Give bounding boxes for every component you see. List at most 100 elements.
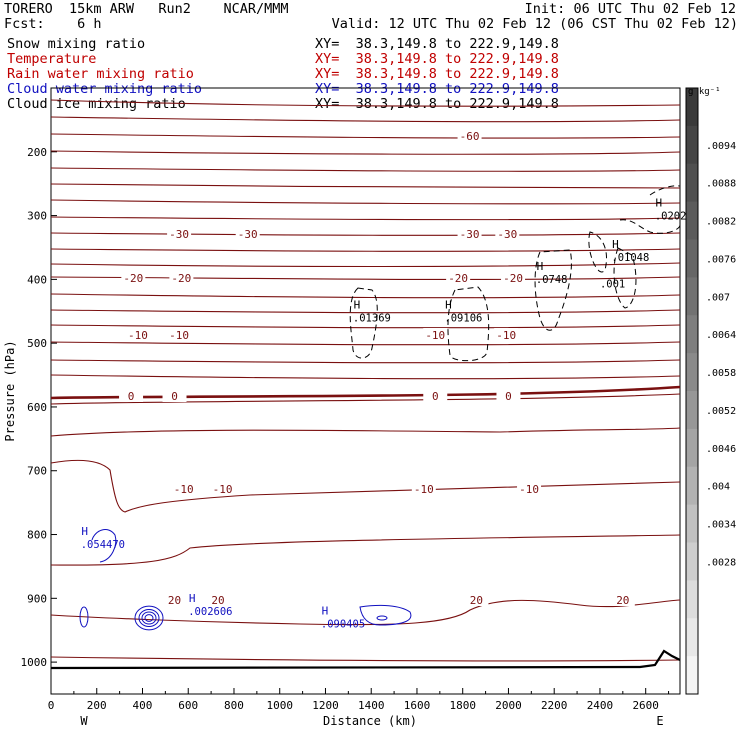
cloud-water-contour [141,611,157,625]
snow-minor-label: .001 [600,279,625,291]
contour-label: 20 [616,594,629,607]
contour-label-bg [162,593,187,606]
temperature-isotherm [50,374,681,380]
cloud-water-contour [376,615,388,621]
field-name-temperature: Temperature [7,51,97,67]
contour-label-bg [171,482,196,495]
colorbar-label: .0028 [706,557,736,568]
contour-label: -10 [128,329,148,342]
colorbar-segment [686,277,698,316]
y-tick-label: 200 [27,146,47,159]
temperature-isotherm [50,324,681,329]
snow-contour [447,286,490,362]
cloud-water-contour [359,604,412,626]
x-tick-label: 200 [87,699,107,712]
extremum-value: .090405 [321,619,365,631]
field-name-cloud-water: Cloud water mixing ratio [7,81,203,97]
field-xy-cloud-ice: XY= 38.3,149.8 to 222.9,149.8 [315,96,559,112]
colorbar-label: .0034 [706,520,736,531]
extremum-value: .01369 [353,312,391,324]
contour-label-bg [119,389,144,402]
y-axis-label: Pressure (hPa) [3,340,17,441]
temperature-isotherm [50,248,681,252]
x-tick-label: 1600 [404,699,431,712]
y-tick-label: 600 [27,401,47,414]
snow-contour [619,219,681,234]
field-xy-snow: XY= 38.3,149.8 to 222.9,149.8 [315,36,559,52]
x-tick-label: 400 [133,699,153,712]
extremum-marker: H [537,260,544,273]
colorbar-segment [686,580,698,619]
contour-label: -60 [460,130,480,143]
contour-label: -10 [414,483,434,496]
x-tick-label: 2200 [541,699,568,712]
cloud-water-contour [138,609,160,627]
y-tick-label: 700 [27,465,47,478]
contour-label: -30 [169,228,189,241]
contour-label-bg [457,129,482,142]
temperature-isotherm [50,341,681,346]
temperature-isotherm [50,459,681,513]
colorbar-segment [686,428,698,468]
colorbar-label: .0076 [706,254,736,265]
contour-label-bg [423,328,448,341]
colorbar-label: .0052 [706,406,736,417]
contour-label: 0 [505,390,512,403]
extremum-marker: H [81,525,88,538]
temperature-isotherm [50,393,681,405]
field-xy-cloud-water: XY= 38.3,149.8 to 222.9,149.8 [315,81,559,97]
contour-labels: -60 -30 -30 -30 -30 -20 -20 -20 -20 -10 -10 -10 -10 0… [81,129,693,631]
extremum-value: .01048 [611,252,649,264]
colorbar-label: .0064 [706,330,736,341]
x-tick-label: 2600 [632,699,659,712]
contour-label: -10 [169,329,189,342]
x-tick-label: 2400 [587,699,614,712]
temperature-isotherm [50,293,681,299]
colorbar-segment [686,656,698,695]
contour-label-bg [210,482,235,495]
y-tick-label: 900 [27,592,47,605]
x-tick-label: 1200 [312,699,339,712]
x-tick-label: 1400 [358,699,385,712]
colorbar-segment [686,125,698,165]
temperature-isotherm [50,116,681,123]
contour-label-bg [411,482,436,495]
valid-time: Valid: 12 UTC Thu 02 Feb 12 (06 CST Thu … [331,16,738,32]
contour-label: 0 [171,390,178,403]
contour-label-bg [517,482,542,495]
contour-label: -30 [497,228,517,241]
contour-label-bg [423,389,448,402]
colorbar-unit: g kg⁻¹ [688,87,721,97]
east-label: E [656,714,663,728]
colorbar-segment [686,353,698,392]
field-name-snow: Snow mixing ratio [7,36,146,52]
temperature-isotherm [50,216,681,221]
colorbar-label: .0082 [706,217,736,228]
contour-label: -20 [171,272,191,285]
model-title: TORERO 15km ARW Run2 NCAR/MMM [4,1,289,17]
temperature-contours [50,99,681,662]
terrain-line [50,649,681,670]
temperature-isotherm [50,133,681,139]
x-tick-label: 1000 [266,699,293,712]
x-tick-label: 1800 [449,699,476,712]
temperature-isotherm [50,656,681,662]
temperature-isotherm [50,183,681,189]
temperature-isotherm [50,150,681,155]
temperature-isotherm [50,99,681,107]
cloud-water-contour [144,614,154,622]
snow-contour [649,185,681,196]
contour-label-bg [496,389,521,402]
extremum-marker: H [189,592,196,605]
cloud-water-contour [134,605,164,631]
x-tick-label: 0 [48,699,55,712]
contour-label: -10 [425,329,445,342]
contour-label-bg [495,227,520,240]
extremum-value: .002606 [188,606,232,618]
colorbar-label: .004 [706,482,730,493]
contour-label-bg [501,271,526,284]
temperature-isotherm [50,199,681,205]
field-xy-temperature: XY= 38.3,149.8 to 222.9,149.8 [315,51,559,67]
colorbar-segment [686,239,698,278]
contour-label-bg [162,389,187,402]
